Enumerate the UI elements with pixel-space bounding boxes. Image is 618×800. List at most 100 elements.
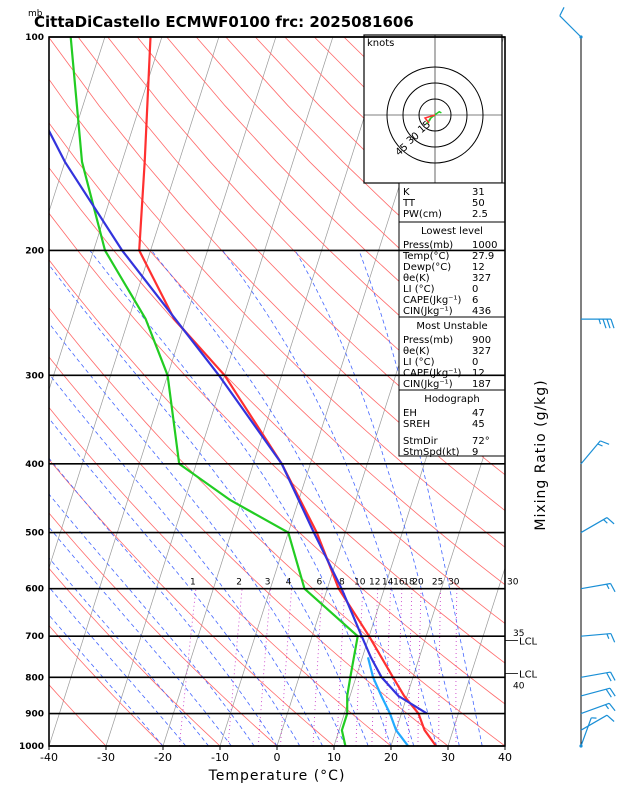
indices-key: CIN(Jkg⁻¹) bbox=[403, 379, 453, 390]
indices-value: 12 bbox=[472, 368, 485, 379]
lowest-level-title: Lowest level bbox=[421, 226, 483, 237]
mixing-ratio-label: 18 bbox=[403, 578, 415, 588]
x-tick-label: -20 bbox=[154, 751, 172, 764]
wind-barb-flag bbox=[606, 714, 615, 722]
pressure-tick-label: 200 bbox=[25, 246, 44, 256]
indices-key: StmDir bbox=[403, 436, 438, 447]
indices-key: EH bbox=[403, 408, 417, 419]
wind-barb-flag bbox=[606, 517, 615, 525]
moist-adiabat-line bbox=[49, 586, 187, 746]
moist-adiabat-line bbox=[49, 557, 209, 746]
x-tick-label: 40 bbox=[498, 751, 512, 764]
dry-adiabat-line bbox=[49, 78, 505, 548]
lcl-label: LCL bbox=[519, 637, 538, 648]
wind-barb-half bbox=[603, 519, 608, 524]
indices-key: CAPE(Jkg⁻¹) bbox=[403, 368, 461, 379]
wind-barb bbox=[580, 714, 608, 731]
indices-value: 50 bbox=[472, 198, 485, 209]
pressure-tick-label: 700 bbox=[25, 632, 44, 642]
x-tick-label: 30 bbox=[441, 751, 455, 764]
chart-title: CittaDiCastello ECMWF0100 frc: 202508160… bbox=[34, 13, 414, 31]
isotherm-line bbox=[447, 566, 505, 746]
hodograph-ring bbox=[402, 82, 468, 148]
indices-key: CAPE(Jkg⁻¹) bbox=[403, 295, 461, 306]
indices-key: K bbox=[403, 187, 410, 198]
dry-adiabat-line bbox=[49, 406, 392, 746]
wind-barb-half bbox=[606, 583, 610, 590]
wind-barb-flag bbox=[602, 318, 607, 329]
mixing-ratio-line bbox=[397, 588, 403, 746]
pressure-tick-label: 900 bbox=[25, 710, 44, 720]
mixing-ratio-line bbox=[280, 588, 293, 746]
dry-adiabat-line bbox=[49, 624, 164, 746]
isotherm-line bbox=[49, 37, 106, 213]
mixing-ratio-top-label: 30 bbox=[507, 578, 519, 588]
x-tick-label: 10 bbox=[327, 751, 341, 764]
indices-value: 436 bbox=[472, 306, 491, 317]
indices-key: PW(cm) bbox=[403, 209, 442, 220]
indices-value: 72° bbox=[472, 436, 490, 447]
x-tick-label: -30 bbox=[97, 751, 115, 764]
hodograph-unit-label: knots bbox=[367, 38, 394, 49]
wind-barb-flag bbox=[610, 633, 616, 643]
wind-barb-flag bbox=[610, 318, 615, 329]
indices-key: Dewp(°C) bbox=[403, 262, 451, 273]
mixing-ratio-marker: 40 bbox=[513, 682, 525, 692]
mixing-ratio-label: 12 bbox=[369, 578, 380, 588]
wind-barb bbox=[580, 671, 611, 678]
indices-value: 6 bbox=[472, 295, 478, 306]
x-axis-title: Temperature (°C) bbox=[208, 768, 346, 784]
hodograph-ring bbox=[386, 66, 484, 164]
dry-adiabat-line bbox=[49, 356, 449, 746]
wind-barb-flag bbox=[606, 672, 612, 682]
hodograph-frame bbox=[363, 34, 503, 184]
mixing-ratio-line bbox=[407, 588, 413, 746]
indices-key: θe(K) bbox=[403, 346, 430, 357]
mixing-ratio-label: 8 bbox=[339, 578, 345, 588]
wind-profile bbox=[559, 7, 616, 748]
dry-adiabat-line bbox=[49, 122, 505, 586]
isotherm-line bbox=[49, 37, 220, 570]
indices-value: 47 bbox=[472, 408, 485, 419]
indices-value: 327 bbox=[472, 346, 491, 357]
mixing-ratio-line bbox=[312, 588, 323, 746]
dry-adiabat-line bbox=[49, 307, 505, 746]
pressure-tick-label: 100 bbox=[25, 33, 44, 43]
indices-value: 12 bbox=[472, 262, 485, 273]
indices-value: 9 bbox=[472, 447, 478, 458]
wind-barb-flag bbox=[605, 688, 612, 698]
pressure-tick-label: 500 bbox=[25, 529, 44, 539]
wind-barb bbox=[580, 517, 608, 534]
wind-barb-flag bbox=[608, 702, 616, 712]
indices-value: 900 bbox=[472, 335, 491, 346]
indices-box bbox=[398, 316, 506, 391]
mixing-ratio-label: 30 bbox=[448, 578, 460, 588]
wet_parcel-profile bbox=[366, 657, 409, 746]
pressure-tick-label: 1000 bbox=[19, 742, 44, 752]
x-tick-label: 20 bbox=[384, 751, 398, 764]
moist-adiabat-line bbox=[49, 457, 278, 746]
wind-barb-flag bbox=[559, 7, 565, 17]
indices-key: Press(mb) bbox=[403, 240, 453, 251]
indices-value: 2.5 bbox=[472, 209, 488, 220]
isotherm-line bbox=[49, 37, 277, 746]
wind-barb-half bbox=[606, 633, 610, 639]
indices-table: K 31 TT 50 PW(cm) 2.5 Lowest level Press(mb) 100… bbox=[398, 182, 506, 458]
dry-adiabat-line bbox=[49, 458, 335, 746]
moist-adiabat-line bbox=[49, 614, 164, 746]
wind-barb-flag bbox=[609, 687, 616, 697]
indices-key: Temp(°C) bbox=[402, 251, 450, 262]
indices-key: StmSpd(kt) bbox=[403, 447, 460, 458]
x-tick-label: -10 bbox=[211, 751, 229, 764]
wind-barb-flag bbox=[610, 583, 616, 593]
wind-barb-half bbox=[598, 318, 602, 325]
wind-barb bbox=[580, 440, 601, 465]
dry-adiabat-line bbox=[49, 212, 505, 664]
mixing-ratio-label: 25 bbox=[432, 578, 443, 588]
indices-key: TT bbox=[402, 198, 416, 209]
lcl-label: LCL bbox=[519, 669, 538, 680]
mixing-ratio-label: 3 bbox=[265, 578, 271, 588]
indices-value: 31 bbox=[472, 187, 485, 198]
